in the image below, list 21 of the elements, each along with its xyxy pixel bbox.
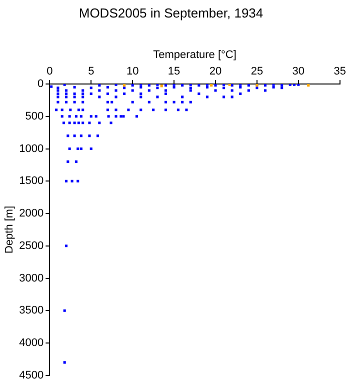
x-tick-label: 20 (209, 65, 222, 78)
x-tick-label: 25 (250, 65, 264, 78)
y-axis-title: Depth [m] (4, 206, 16, 254)
x-tick-label: 10 (126, 65, 139, 78)
y-tick-label: 2500 (19, 240, 44, 252)
y-tick-label: 1000 (19, 142, 44, 155)
y-tick-label: 3500 (19, 304, 44, 317)
y-tick-label: 1500 (19, 175, 44, 188)
y-tick-label: 3000 (19, 272, 44, 284)
x-tick-label: 30 (292, 65, 305, 78)
x-tick-label: 0 (46, 65, 53, 78)
x-tick-label: 15 (168, 65, 180, 78)
y-tick-label: 0 (38, 78, 44, 90)
x-tick-label: 35 (334, 65, 346, 78)
y-tick-label: 500 (25, 110, 44, 122)
x-axis-title: Temperature [°C] (153, 49, 236, 62)
chart-title: MODS2005 in September, 1934 (78, 5, 264, 20)
y-tick-label: 2000 (19, 208, 44, 220)
y-tick-label: 4000 (19, 337, 44, 350)
x-tick-label: 5 (88, 65, 94, 78)
y-tick-label: 4500 (19, 369, 44, 382)
